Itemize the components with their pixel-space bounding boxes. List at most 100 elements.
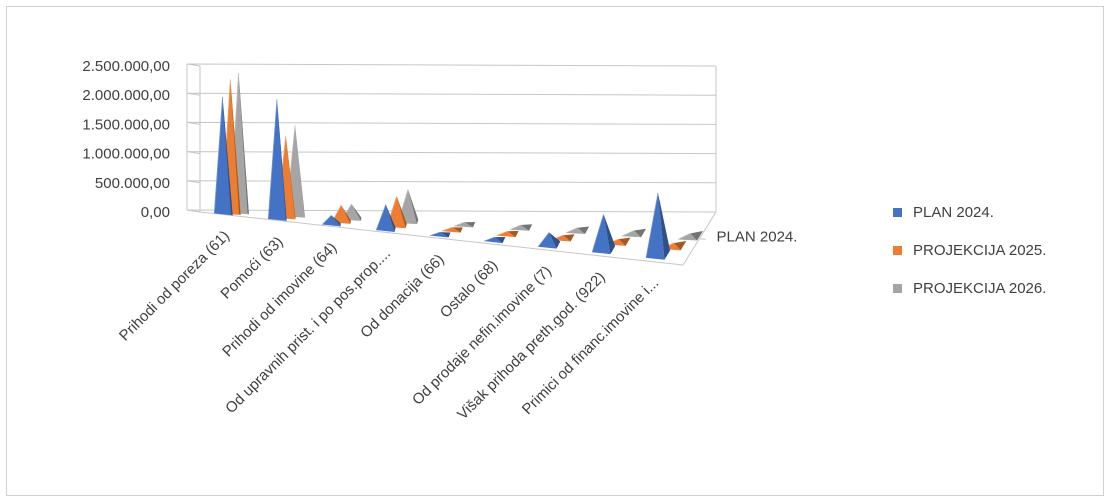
pyramid-face-front bbox=[322, 215, 341, 227]
chart-walls bbox=[186, 63, 717, 266]
pyramid-face-front bbox=[646, 192, 665, 260]
legend-label: PLAN 2024. bbox=[913, 204, 994, 221]
gridline bbox=[186, 209, 717, 213]
pyramid-face-side bbox=[222, 97, 233, 216]
pyramid-face-side bbox=[674, 241, 687, 251]
pyramid-face-side bbox=[238, 72, 249, 215]
pyramid-face-side bbox=[331, 215, 341, 227]
pyramid-edge bbox=[565, 227, 578, 234]
pyramid-0-1 bbox=[267, 99, 287, 221]
y-tick-label: 500.000,00 bbox=[95, 175, 170, 192]
pyramid-face-front bbox=[592, 214, 611, 255]
pyramid-edge bbox=[677, 232, 691, 240]
y-tick-label: 2.000.000,00 bbox=[82, 87, 170, 104]
pyramid-face-front bbox=[538, 232, 557, 249]
pyramid-0-3 bbox=[375, 204, 396, 232]
y-tick-label: 0,00 bbox=[141, 204, 170, 221]
pyramid-0-8 bbox=[645, 192, 671, 260]
pyramid-edge bbox=[441, 227, 453, 232]
pyramid-1-4 bbox=[441, 227, 463, 233]
y-tick-label: 2.500.000,00 bbox=[82, 58, 170, 75]
pyramid-face-side bbox=[408, 189, 419, 225]
pyramid-face-side bbox=[452, 227, 463, 233]
pyramid-edge bbox=[496, 230, 508, 236]
pyramid-face-front bbox=[441, 227, 461, 233]
pyramid-face-front bbox=[331, 205, 351, 224]
pyramid-face-side bbox=[633, 228, 647, 238]
pyramid-2-8 bbox=[677, 231, 703, 241]
pyramid-edge bbox=[430, 231, 441, 237]
pyramid-face-side bbox=[440, 232, 451, 238]
category-label: Prihodi od imovine (64) bbox=[219, 239, 340, 360]
pyramid-2-6 bbox=[565, 226, 590, 234]
legend-swatch bbox=[893, 208, 902, 217]
pyramid-face-side bbox=[690, 231, 703, 241]
pyramid-edge bbox=[213, 97, 223, 214]
pyramid-face-side bbox=[351, 204, 362, 221]
pyramid-face-front bbox=[509, 225, 530, 231]
category-labels: Prihodi od poreza (61)Pomoći (63)Prihodi… bbox=[116, 227, 662, 423]
pyramid-edge bbox=[645, 192, 659, 258]
pyramid-0-0 bbox=[213, 97, 233, 216]
pyramid-face-side bbox=[295, 125, 305, 218]
legend-label: PROJEKCIJA 2026. bbox=[913, 280, 1046, 297]
pyramid-face-side bbox=[285, 135, 296, 220]
pyramid-face-side bbox=[464, 221, 476, 228]
pyramid-0-7 bbox=[591, 214, 616, 255]
pyramid-0-6 bbox=[537, 232, 561, 249]
gridline bbox=[186, 151, 717, 155]
pyramid-face-side bbox=[396, 196, 407, 229]
pyramid-face-side bbox=[507, 230, 519, 238]
pyramid-face-side bbox=[549, 232, 561, 249]
pyramid-face-front bbox=[453, 222, 473, 228]
pyramid-edge bbox=[537, 232, 550, 247]
pyramid-edge bbox=[267, 99, 278, 220]
pyramid-face-side bbox=[618, 237, 631, 246]
depth-tick bbox=[699, 238, 706, 240]
gridline bbox=[186, 180, 717, 184]
pyramid-edge bbox=[591, 214, 604, 253]
pyramid-face-side bbox=[658, 192, 671, 260]
pyramid-2-7 bbox=[621, 228, 647, 238]
pyramid-0-4 bbox=[430, 231, 451, 238]
pyramid-face-side bbox=[341, 205, 351, 224]
pyramid-face-front bbox=[496, 231, 516, 238]
pyramid-1-5 bbox=[496, 230, 519, 238]
pyramid-face-side bbox=[385, 204, 396, 232]
pyramid-face-front bbox=[268, 99, 287, 221]
pyramid-face-front bbox=[621, 230, 642, 238]
pyramid-face-front bbox=[484, 237, 503, 244]
pyramid-face-front bbox=[214, 97, 233, 216]
depth-axis-label: PLAN 2024. bbox=[717, 228, 798, 245]
pyramid-edge bbox=[375, 204, 387, 231]
y-axis-tick-labels: 0,00 500.000,00 1.000.000,00 1.500.000,00 2.… bbox=[82, 58, 170, 221]
pyramid-edge bbox=[509, 224, 522, 230]
pyramid-face-side bbox=[577, 226, 590, 234]
pyramid-marks bbox=[213, 72, 703, 260]
category-label: Prihodi od poreza (61) bbox=[116, 227, 233, 344]
pyramid-face-front bbox=[430, 232, 449, 238]
gridline bbox=[186, 121, 717, 125]
legend-swatch bbox=[893, 246, 902, 255]
pyramid-face-side bbox=[230, 79, 241, 216]
legend-swatch bbox=[893, 284, 902, 293]
pyramid-2-4 bbox=[453, 221, 476, 228]
pyramid-face-side bbox=[603, 214, 616, 255]
gridline bbox=[186, 92, 717, 96]
category-label: Ostalo (68) bbox=[437, 257, 501, 321]
pyramid-face-front bbox=[678, 233, 698, 241]
pyramid-edge bbox=[321, 215, 332, 225]
gridline bbox=[186, 63, 717, 67]
depth-axis: PLAN 2024. bbox=[717, 228, 798, 245]
pyramid-face-side bbox=[494, 236, 506, 244]
legend: PLAN 2024. PROJEKCIJA 2025. PROJEKCIJA 202… bbox=[893, 204, 1046, 297]
pyramid-edge bbox=[453, 221, 465, 227]
pyramid-edge bbox=[621, 230, 635, 237]
pyramid-2-5 bbox=[509, 224, 533, 231]
legend-label: PROJEKCIJA 2025. bbox=[913, 242, 1046, 259]
pyramid-0-5 bbox=[484, 236, 506, 244]
pyramid-0-2 bbox=[321, 215, 341, 227]
pyramid-face-side bbox=[520, 224, 533, 231]
pyramid-face-side bbox=[563, 234, 575, 242]
